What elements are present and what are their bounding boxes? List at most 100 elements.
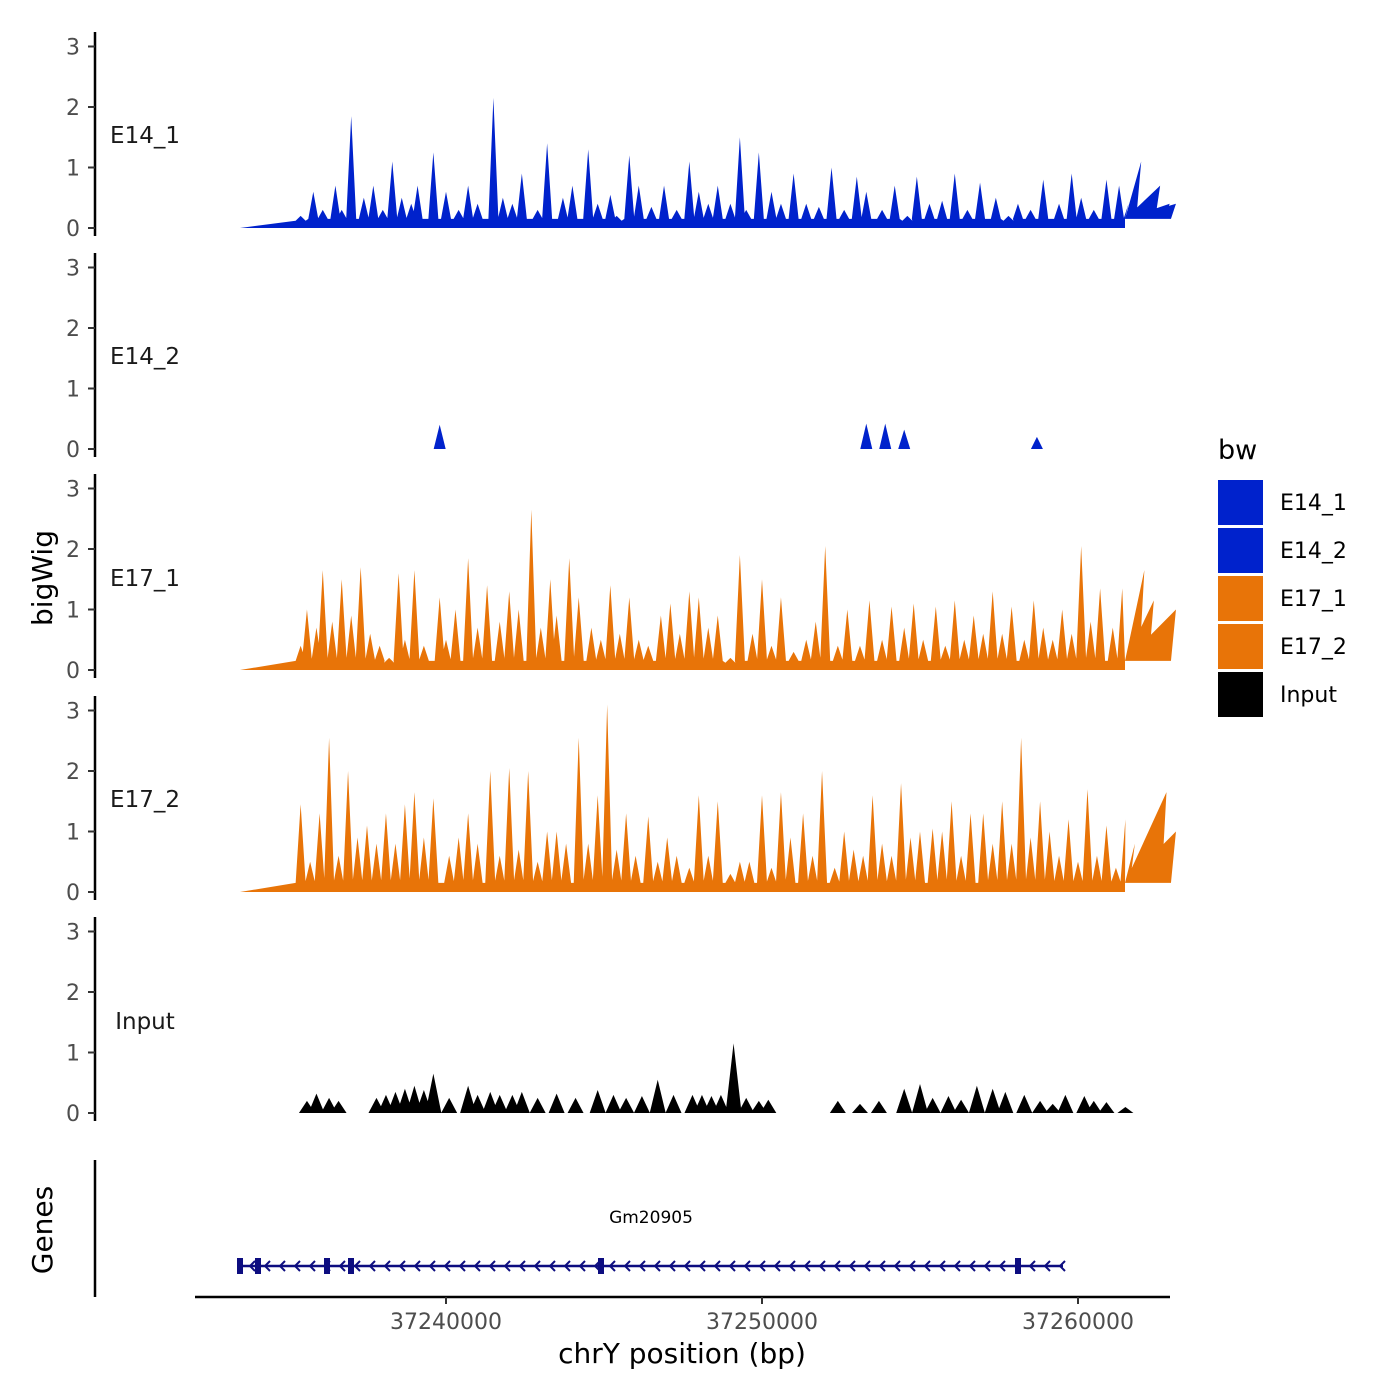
track-E17_1: 0 1 2 3 E17_1 (66, 474, 1176, 684)
y-tick-label: 0 (66, 438, 80, 463)
y-tick-label: 2 (66, 981, 80, 1006)
strand-arrow (308, 1260, 316, 1272)
strand-arrow (773, 1260, 781, 1272)
track-E14_2: 0 1 2 3 E14_2 (66, 253, 1043, 463)
legend-swatch (1218, 576, 1263, 621)
legend-label: E14_1 (1280, 491, 1347, 516)
strand-arrow (548, 1260, 556, 1272)
strand-arrow (578, 1260, 586, 1272)
track-label: E14_2 (110, 344, 180, 370)
y-tick-label: 1 (66, 378, 80, 403)
legend-item-E14_2: E14_2 (1218, 528, 1347, 573)
strand-arrow (638, 1260, 646, 1272)
x-axis: 37240000 37250000 37260000 (195, 1295, 1170, 1335)
legend-swatch (1218, 672, 1263, 717)
legend-item-E14_1: E14_1 (1218, 480, 1347, 525)
legend-item-E17_1: E17_1 (1218, 576, 1347, 621)
strand-arrow (368, 1260, 376, 1272)
legend-title: bw (1218, 435, 1257, 466)
strand-arrow (758, 1260, 766, 1272)
y-tick-label: 1 (66, 157, 80, 182)
x-tick-label: 37240000 (390, 1310, 502, 1335)
x-axis-title: chrY position (bp) (558, 1337, 806, 1370)
strand-arrow (413, 1260, 421, 1272)
series-area-Input (298, 1043, 1134, 1113)
strand-arrow (263, 1260, 271, 1272)
y-tick-label: 0 (66, 881, 80, 906)
gene-exon (255, 1258, 261, 1274)
y-tick-label: 3 (66, 257, 80, 282)
strand-arrow (953, 1260, 961, 1272)
strand-arrow (248, 1260, 256, 1272)
y-tick-label: 0 (66, 217, 80, 242)
strand-arrow (563, 1260, 571, 1272)
y-tick-label: 0 (66, 1102, 80, 1127)
series-area-E17_2 (240, 704, 1176, 892)
strand-arrow (728, 1260, 736, 1272)
gene-track: Genes Gm20905 (26, 1160, 1066, 1297)
strand-arrow (1028, 1260, 1036, 1272)
strand-arrow (458, 1260, 466, 1272)
tracks-group: 0 1 2 3 E14_1 0 1 2 3 E14_2 0 1 2 3 E17_1 0 1 2 3 E17_2 0 1 2 3… (66, 32, 1176, 1127)
legend-swatch (1218, 624, 1263, 669)
legend-item-E17_2: E17_2 (1218, 624, 1347, 669)
track-label: E17_2 (110, 787, 180, 813)
legend: bw E14_1 E14_2 E17_1 E17_2 Input (1218, 435, 1347, 717)
strand-arrow (698, 1260, 706, 1272)
series-area-E14_2 (433, 423, 1043, 449)
x-tick-label: 37260000 (1022, 1310, 1134, 1335)
gene-label: Gm20905 (609, 1208, 693, 1228)
strand-arrow (353, 1260, 361, 1272)
gene-exon (237, 1258, 243, 1274)
y-tick-label: 2 (66, 317, 80, 342)
y-tick-label: 3 (66, 921, 80, 946)
strand-arrow (893, 1260, 901, 1272)
strand-arrow (713, 1260, 721, 1272)
strand-arrow (878, 1260, 886, 1272)
strand-arrow (1058, 1260, 1066, 1272)
strand-arrow (668, 1260, 676, 1272)
strand-arrow (428, 1260, 436, 1272)
strand-arrow (473, 1260, 481, 1272)
strand-arrow (743, 1260, 751, 1272)
legend-swatch (1218, 480, 1263, 525)
strand-arrow (503, 1260, 511, 1272)
strand-arrow (848, 1260, 856, 1272)
strand-arrow (833, 1260, 841, 1272)
track-E14_1: 0 1 2 3 E14_1 (66, 32, 1176, 242)
track-label: E17_1 (110, 566, 180, 592)
gene-exon (348, 1258, 354, 1274)
legend-swatch (1218, 528, 1263, 573)
strand-arrow (278, 1260, 286, 1272)
gene-exon (1015, 1258, 1021, 1274)
strand-arrow (608, 1260, 616, 1272)
y-tick-label: 0 (66, 659, 80, 684)
strand-arrow (443, 1260, 451, 1272)
track-label: Input (115, 1009, 175, 1035)
track-label: E14_1 (110, 123, 180, 149)
track-E17_2: 0 1 2 3 E17_2 (66, 696, 1176, 906)
strand-arrow (683, 1260, 691, 1272)
strand-arrow (983, 1260, 991, 1272)
y-tick-label: 3 (66, 700, 80, 725)
strand-arrow (293, 1260, 301, 1272)
series-area-E14_1 (240, 97, 1176, 228)
strand-arrow (908, 1260, 916, 1272)
y-tick-label: 2 (66, 96, 80, 121)
track-Input: 0 1 2 3 Input (66, 917, 1134, 1127)
gene-exon (598, 1258, 604, 1274)
y-tick-label: 2 (66, 538, 80, 563)
y-tick-label: 1 (66, 599, 80, 624)
strand-arrow (383, 1260, 391, 1272)
x-tick-label: 37250000 (706, 1310, 818, 1335)
strand-arrow (488, 1260, 496, 1272)
y-axis-title: bigWig (26, 530, 59, 626)
strand-arrow (398, 1260, 406, 1272)
y-tick-label: 3 (66, 478, 80, 503)
legend-label: Input (1280, 683, 1337, 708)
strand-arrow (938, 1260, 946, 1272)
legend-label: E17_2 (1280, 635, 1347, 660)
y-tick-label: 2 (66, 760, 80, 785)
strand-arrow (533, 1260, 541, 1272)
